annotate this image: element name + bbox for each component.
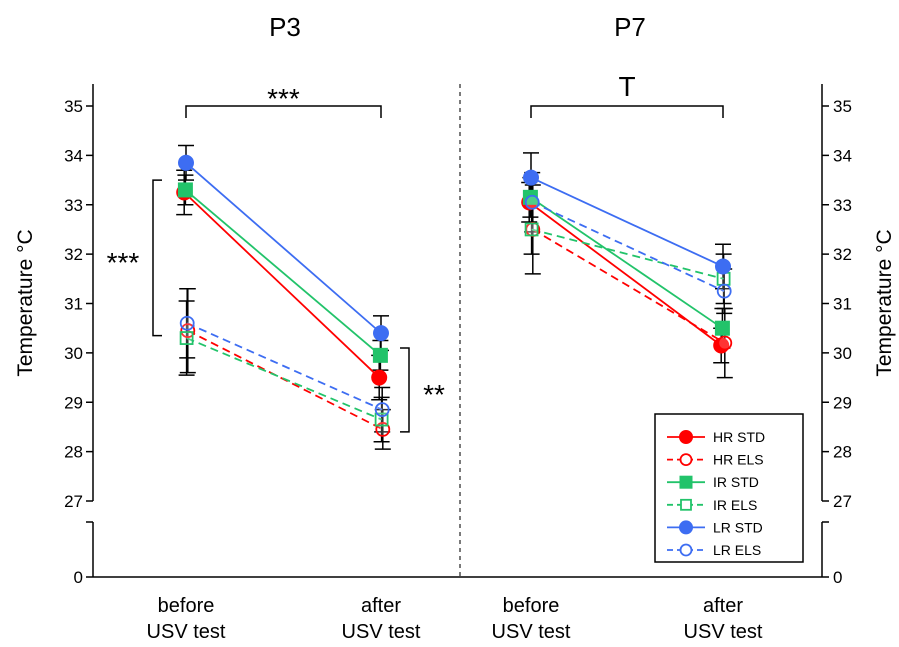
legend-entry-ir-els: IR ELS bbox=[667, 497, 757, 513]
significance-label: *** bbox=[107, 247, 140, 278]
series-line-hr-els bbox=[532, 228, 726, 344]
series-lines-p7 bbox=[528, 176, 726, 347]
series-markers-p3 bbox=[176, 154, 391, 437]
data-point-lr-els bbox=[716, 283, 732, 299]
y-zero-label-left: 0 bbox=[74, 568, 83, 587]
data-point-lr-els bbox=[524, 194, 540, 210]
x-category-label-line: after bbox=[703, 595, 743, 617]
x-category-label-line: USV test bbox=[492, 621, 571, 643]
legend: HR STD HR ELS IR STD IR ELS LR STD LR ELS bbox=[654, 413, 804, 563]
series-line-ir-els bbox=[186, 337, 382, 421]
legend-marker bbox=[679, 520, 693, 535]
legend-label: HR ELS bbox=[713, 452, 764, 468]
y-tick-label-right: 27 bbox=[833, 492, 852, 511]
significance-bracket-horizontal bbox=[530, 105, 724, 118]
data-point-lr-els bbox=[179, 315, 195, 331]
data-point-lr-std bbox=[523, 169, 539, 186]
y-tick-label-right: 35 bbox=[833, 97, 852, 116]
y-tick-label-right: 29 bbox=[833, 393, 852, 412]
x-category-label-line: after bbox=[361, 595, 401, 617]
series-lines-p3 bbox=[183, 162, 384, 431]
significance-label: T bbox=[618, 71, 635, 102]
legend-marker bbox=[679, 475, 693, 489]
y-tick-label-right: 32 bbox=[833, 245, 852, 264]
data-point-ir-els bbox=[179, 331, 194, 345]
x-category-label: after USV test bbox=[684, 595, 763, 643]
data-point-lr-std bbox=[715, 258, 731, 275]
x-category-label-line: USV test bbox=[147, 621, 226, 643]
legend-entry-lr-std: LR STD bbox=[667, 519, 763, 535]
significance-bracket-horizontal bbox=[185, 105, 382, 118]
data-point-lr-els bbox=[374, 402, 390, 418]
y-tick-label-left: 27 bbox=[64, 492, 83, 511]
data-point-lr-std bbox=[373, 325, 389, 342]
legend-marker bbox=[679, 453, 693, 467]
series-line-ir-els bbox=[531, 228, 724, 280]
significance-label: ** bbox=[423, 379, 445, 410]
panel-title-p3: P3 bbox=[269, 12, 301, 42]
error-bars-p3 bbox=[176, 144, 391, 450]
legend-marker bbox=[680, 498, 692, 511]
data-point-ir-std bbox=[177, 182, 193, 198]
panel-title-p7: P7 bbox=[614, 12, 646, 42]
series-markers-p7 bbox=[521, 169, 733, 354]
y-axis-title-left: Temperature °C bbox=[14, 229, 37, 376]
x-category-label: before USV test bbox=[492, 595, 571, 643]
y-tick-label-left: 34 bbox=[64, 146, 83, 165]
data-point-lr-std bbox=[178, 154, 194, 171]
significance-label: *** bbox=[267, 83, 300, 114]
y-tick-label-left: 30 bbox=[64, 344, 83, 363]
series-line-lr-std bbox=[185, 162, 382, 334]
series-line-lr-std bbox=[530, 176, 724, 268]
y-tick-label-left: 35 bbox=[64, 97, 83, 116]
error-bars-p7 bbox=[521, 152, 733, 379]
legend-entry-hr-std: HR STD bbox=[667, 429, 765, 445]
y-tick-label-right: 28 bbox=[833, 443, 852, 462]
legend-label: LR STD bbox=[713, 519, 763, 535]
legend-label: IR ELS bbox=[713, 497, 757, 513]
legend-label: HR STD bbox=[713, 429, 765, 445]
series-line-hr-std bbox=[183, 191, 380, 379]
legend-entry-hr-els: HR ELS bbox=[667, 452, 764, 468]
x-category-label: before USV test bbox=[147, 595, 226, 643]
y-tick-label-left: 28 bbox=[64, 443, 83, 462]
data-point-hr-std bbox=[371, 369, 388, 386]
significance-bracket-vertical bbox=[400, 347, 410, 433]
data-point-ir-std bbox=[714, 320, 730, 336]
data-point-ir-std bbox=[372, 347, 388, 363]
x-category-label-line: before bbox=[158, 595, 215, 617]
legend-marker bbox=[679, 543, 693, 557]
x-category-label-line: USV test bbox=[684, 621, 763, 643]
y-tick-label-right: 31 bbox=[833, 295, 852, 314]
series-line-hr-std bbox=[528, 201, 722, 347]
series-line-ir-std bbox=[529, 196, 723, 329]
data-point-ir-els bbox=[716, 271, 731, 286]
y-tick-label-right: 33 bbox=[833, 196, 852, 215]
legend-entry-ir-std: IR STD bbox=[667, 474, 759, 490]
y-tick-label-left: 33 bbox=[64, 196, 83, 215]
y-zero-label-right: 0 bbox=[833, 568, 842, 587]
data-point-hr-els bbox=[717, 335, 733, 351]
x-category-label-line: before bbox=[503, 595, 560, 617]
y-tick-label-right: 30 bbox=[833, 344, 852, 363]
series-line-ir-std bbox=[184, 189, 381, 357]
y-tick-label-right: 34 bbox=[833, 146, 852, 165]
y-tick-label-left: 32 bbox=[64, 245, 83, 264]
y-axis-title-right: Temperature °C bbox=[873, 229, 896, 376]
legend-entry-lr-els: LR ELS bbox=[667, 542, 761, 558]
x-category-label: after USV test bbox=[342, 595, 421, 643]
legend-label: LR ELS bbox=[713, 542, 761, 558]
series-line-lr-els bbox=[531, 201, 725, 292]
data-point-ir-els bbox=[524, 222, 539, 237]
legend-marker bbox=[679, 430, 693, 444]
y-tick-label-left: 31 bbox=[64, 295, 83, 314]
significance-bracket-vertical bbox=[152, 179, 162, 337]
series-line-lr-els bbox=[186, 322, 383, 411]
y-tick-label-left: 29 bbox=[64, 393, 83, 412]
x-category-label-line: USV test bbox=[342, 621, 421, 643]
legend-label: IR STD bbox=[713, 474, 759, 490]
